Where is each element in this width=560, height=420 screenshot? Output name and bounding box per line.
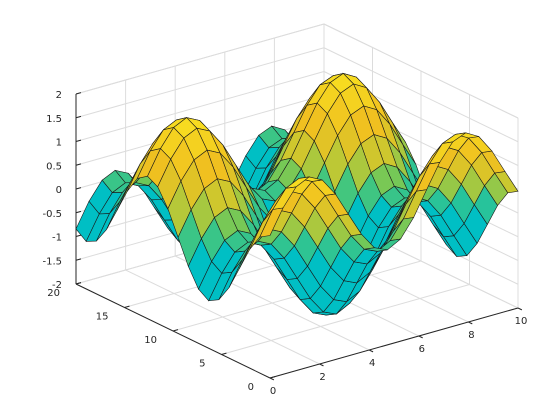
y-tick-mark	[124, 305, 130, 308]
z-tick-label: 1.5	[46, 114, 62, 125]
x-tick-label: 8	[468, 330, 474, 341]
axes	[75, 92, 523, 381]
back-wall-grid-line	[75, 47, 325, 119]
z-tick-mark	[75, 92, 82, 95]
z-tick-mark	[75, 115, 82, 119]
z-tick-label: 2	[56, 90, 62, 101]
z-tick-label: -2	[52, 280, 62, 291]
z-tick-label: 0	[56, 185, 62, 196]
z-tick-mark	[75, 163, 82, 166]
side-wall-grid-line	[323, 47, 519, 143]
x-tick-mark	[418, 335, 423, 339]
z-tick-label: 0.5	[46, 161, 62, 172]
x-tick-mark	[468, 321, 473, 325]
y-tick-label: 5	[199, 359, 205, 370]
z-tick-mark	[75, 234, 82, 237]
back-wall-grid-line	[75, 71, 325, 142]
z-tick-mark	[75, 258, 82, 261]
x-tick-mark	[517, 307, 523, 311]
x-tick-mark	[368, 349, 374, 353]
y-tick-label: 10	[144, 335, 157, 346]
z-tick-label: -1.5	[42, 256, 62, 267]
z-tick-label: -0.5	[42, 209, 62, 220]
y-tick-mark	[221, 352, 227, 355]
box-edge	[323, 23, 519, 119]
y-tick-label: 0	[248, 382, 254, 393]
x-tick-labels: 0 2 4 6 8 10	[270, 316, 528, 397]
box-edge	[75, 23, 325, 95]
z-tick-mark	[75, 139, 82, 142]
x-tick-label: 2	[319, 372, 325, 383]
z-tick-labels: -2 -1.5 -1 -0.5 0 0.5 1 1.5 2	[42, 90, 62, 291]
x-axis-line	[269, 307, 519, 379]
floor-grid-line	[221, 284, 470, 355]
z-tick-label: 1	[56, 138, 62, 149]
y-tick-mark	[172, 329, 179, 332]
z-tick-mark	[75, 282, 82, 285]
x-tick-mark	[319, 363, 324, 367]
x-tick-label: 6	[419, 344, 425, 355]
x-tick-label: 0	[270, 386, 276, 397]
surface-patch	[259, 207, 284, 238]
y-tick-labels: 0 5 10 15 20	[47, 288, 254, 393]
surface	[75, 72, 519, 316]
y-tick-label: 20	[47, 288, 60, 299]
z-tick-mark	[75, 187, 82, 190]
x-tick-label: 10	[515, 316, 528, 327]
z-tick-label: -1	[52, 233, 62, 244]
y-tick-label: 15	[96, 312, 109, 323]
x-tick-label: 4	[369, 358, 375, 369]
z-tick-mark	[75, 210, 82, 214]
y-tick-mark	[269, 376, 276, 379]
